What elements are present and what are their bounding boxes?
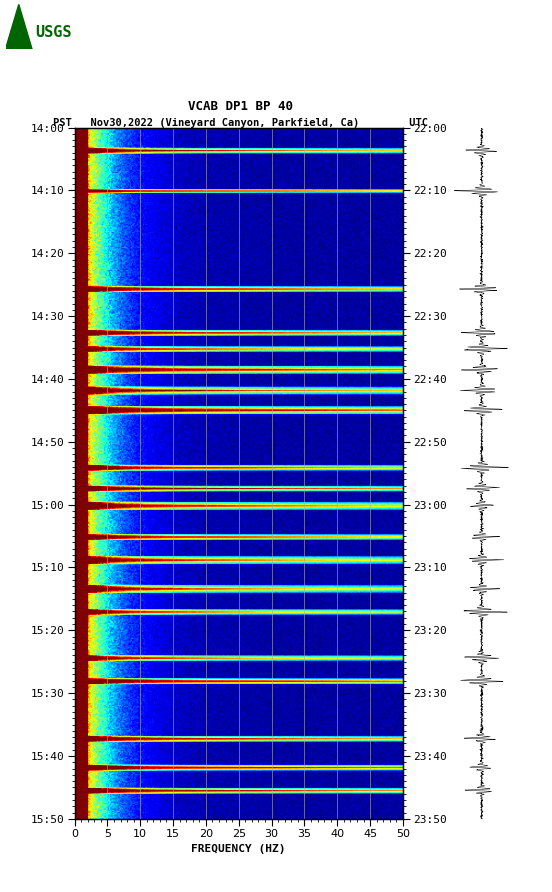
Text: PST   Nov30,2022 (Vineyard Canyon, Parkfield, Ca)        UTC: PST Nov30,2022 (Vineyard Canyon, Parkfie… bbox=[52, 118, 428, 128]
Polygon shape bbox=[6, 4, 32, 49]
Text: USGS: USGS bbox=[35, 25, 72, 40]
X-axis label: FREQUENCY (HZ): FREQUENCY (HZ) bbox=[192, 844, 286, 855]
Text: VCAB DP1 BP 40: VCAB DP1 BP 40 bbox=[188, 100, 293, 112]
